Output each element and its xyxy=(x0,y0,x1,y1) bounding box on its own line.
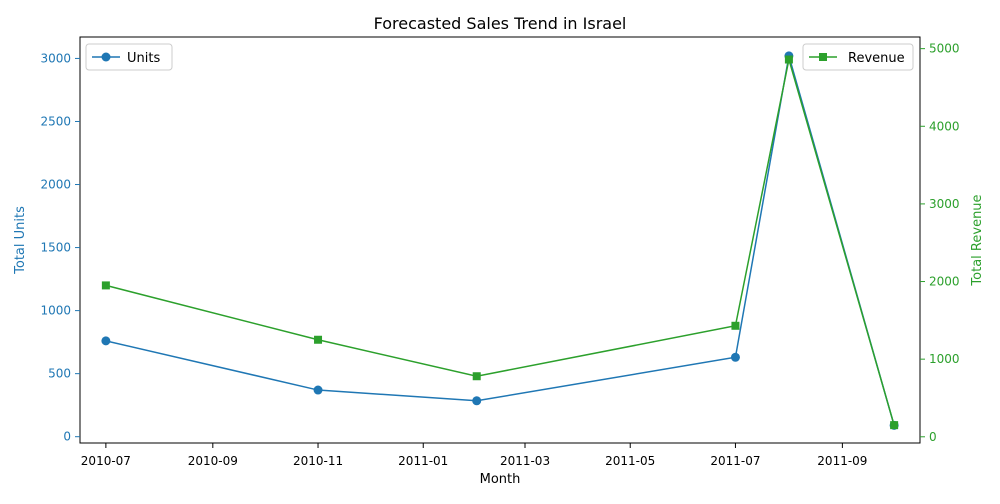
legend-units-label: Units xyxy=(127,51,160,66)
y-left-tick-label: 2500 xyxy=(40,114,71,128)
x-tick-label: 2011-05 xyxy=(605,454,655,468)
y-right-tick-label: 5000 xyxy=(929,42,960,56)
plot-area xyxy=(79,36,921,444)
y-axis-left-label: Total Units xyxy=(13,206,28,275)
revenue-point xyxy=(890,421,899,430)
revenue-point xyxy=(101,281,110,290)
y-right-tick-label: 1000 xyxy=(929,352,960,366)
x-tick-label: 2011-01 xyxy=(398,454,448,468)
legend-revenue-marker xyxy=(819,53,827,61)
revenue-point xyxy=(472,372,481,381)
units-point xyxy=(313,385,323,395)
units-point xyxy=(472,396,482,406)
legend-units-marker xyxy=(101,52,111,62)
x-tick-label: 2010-07 xyxy=(81,454,131,468)
legend-units-frame xyxy=(85,43,173,71)
revenue-point xyxy=(731,321,740,330)
y-axis-right-ticks: 0 1000 2000 3000 4000 5000 xyxy=(920,42,960,444)
legend-revenue-label: Revenue xyxy=(848,51,905,66)
revenue-point xyxy=(314,335,323,344)
x-tick-label: 2011-07 xyxy=(710,454,760,468)
y-left-tick-label: 2000 xyxy=(40,178,71,192)
units-point xyxy=(730,352,740,362)
x-axis-label: Month xyxy=(480,472,521,487)
y-left-tick-label: 3000 xyxy=(40,51,71,65)
revenue-point xyxy=(784,55,793,64)
x-tick-label: 2010-09 xyxy=(188,454,238,468)
y-axis-right-label: Total Revenue xyxy=(970,194,985,286)
y-left-tick-label: 1500 xyxy=(40,241,71,255)
x-axis-ticks: 2010-07 2010-09 2010-11 2011-01 2011-03 2011-… xyxy=(81,443,867,468)
y-left-tick-label: 0 xyxy=(63,430,71,444)
legend-revenue-frame xyxy=(802,43,914,71)
y-right-tick-label: 2000 xyxy=(929,275,960,289)
series-layer xyxy=(101,51,899,430)
x-tick-label: 2011-03 xyxy=(500,454,550,468)
legend-revenue: Revenue xyxy=(802,43,914,71)
units-series-line xyxy=(105,55,895,426)
revenue-series-line xyxy=(105,59,895,426)
y-right-tick-label: 0 xyxy=(929,430,937,444)
y-axis-left-ticks: 0 500 1000 1500 2000 2500 3000 xyxy=(40,51,80,444)
chart-title: Forecasted Sales Trend in Israel xyxy=(374,14,627,33)
x-tick-label: 2011-09 xyxy=(817,454,867,468)
y-right-tick-label: 3000 xyxy=(929,197,960,211)
y-left-tick-label: 500 xyxy=(48,367,71,381)
y-left-tick-label: 1000 xyxy=(40,304,71,318)
y-right-tick-label: 4000 xyxy=(929,119,960,133)
units-point xyxy=(101,336,111,346)
x-tick-label: 2010-11 xyxy=(293,454,343,468)
legend-units: Units xyxy=(85,43,173,71)
